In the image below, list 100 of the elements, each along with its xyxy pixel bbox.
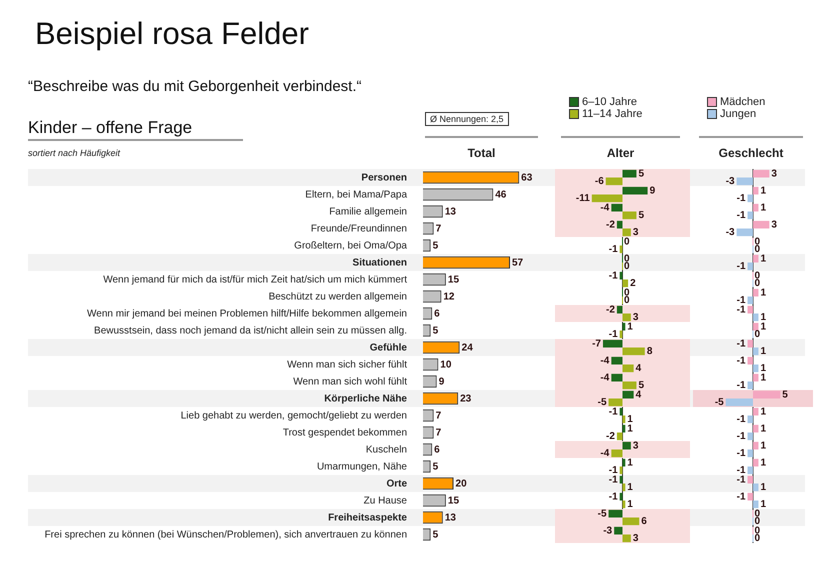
data-label: -7 <box>592 338 602 350</box>
bar <box>726 398 753 406</box>
data-label: 1 <box>627 499 634 510</box>
data-label: 1 <box>760 406 766 418</box>
data-label: 4 <box>636 363 642 374</box>
y-tick-label: Umarmungen, Nähe <box>316 461 408 472</box>
data-label: 1 <box>760 372 766 384</box>
y-tick-label: Eltern, bei Mama/Papa <box>305 189 408 200</box>
data-label: 0 <box>624 261 630 272</box>
data-label: 0 <box>624 295 630 306</box>
data-label: 3 <box>632 312 639 324</box>
x-axis-title: Geschlecht <box>718 146 784 160</box>
data-label: 5 <box>432 529 439 540</box>
bar <box>620 492 622 500</box>
bar <box>622 484 626 492</box>
y-tick-label: Wenn man sich wohl fühlt <box>293 376 408 388</box>
data-label: 24 <box>462 342 474 354</box>
bar <box>748 296 753 304</box>
data-label: 5 <box>638 210 644 222</box>
data-label: 0 <box>754 278 760 290</box>
data-label: -3 <box>603 525 613 536</box>
bar <box>753 408 758 416</box>
y-tick-label: Lieb gehabt zu werden, gemocht/geliebt zu werden <box>180 410 407 422</box>
data-label: 5 <box>638 168 644 180</box>
bar <box>753 170 770 178</box>
bar <box>611 356 622 364</box>
bar <box>622 212 636 220</box>
y-tick-label: Orte <box>386 478 408 490</box>
y-tick-label: Freiheitsaspekte <box>328 512 408 524</box>
data-label: 6 <box>434 308 440 320</box>
data-label: -1 <box>608 474 618 486</box>
data-label: -2 <box>606 219 616 230</box>
data-label: -2 <box>606 304 616 316</box>
data-label: -1 <box>736 465 746 476</box>
data-label: 1 <box>760 457 766 468</box>
data-label: 5 <box>432 461 439 472</box>
y-tick-label: Körperliche Nähe <box>324 393 408 404</box>
data-label: -5 <box>598 397 607 408</box>
y-tick-label: Trost gespendet bekommen <box>282 427 407 438</box>
y-tick-label: Gefühle <box>370 342 408 354</box>
bar <box>622 322 626 330</box>
data-label: 1 <box>760 202 766 214</box>
bar <box>753 442 758 450</box>
legend-label: 6–10 Jahre <box>582 96 638 108</box>
bar <box>748 476 753 484</box>
y-tick-label: Familie allgemein <box>329 206 407 218</box>
data-label: 5 <box>432 240 439 252</box>
data-label: -1 <box>736 355 746 366</box>
bar <box>622 500 626 508</box>
data-label: 23 <box>460 393 472 404</box>
bar <box>622 458 626 466</box>
bar <box>602 340 622 348</box>
bar <box>606 178 622 186</box>
data-label: 0 <box>754 244 760 256</box>
bar <box>620 466 622 474</box>
text: Ø Nennungen: 2,5 <box>425 112 509 126</box>
bar <box>611 204 622 212</box>
bar <box>753 424 758 432</box>
data-label: -1 <box>608 465 618 476</box>
y-tick-label: Frei sprechen zu können (bei Wünschen/Problemen), sich anvertrauen zu können <box>44 529 407 540</box>
x-axis-title: Alter <box>606 146 636 160</box>
y-tick-label: Kuscheln <box>366 444 407 456</box>
bar <box>748 466 753 474</box>
data-label: 1 <box>627 482 634 494</box>
data-label: 5 <box>638 380 644 392</box>
bar <box>753 186 758 194</box>
data-label: -2 <box>606 431 616 442</box>
data-label: -1 <box>608 329 618 340</box>
data-label: 1 <box>760 499 766 510</box>
bar <box>753 458 758 466</box>
bar <box>753 484 758 492</box>
bar <box>748 382 753 390</box>
data-label: 4 <box>636 389 642 400</box>
data-label: -1 <box>736 491 746 502</box>
bar <box>614 526 622 534</box>
bar <box>620 408 622 416</box>
bar <box>736 228 753 236</box>
bar <box>616 432 622 440</box>
data-label: 9 <box>438 376 445 388</box>
data-label: 5 <box>782 389 788 400</box>
bar <box>753 204 758 212</box>
bar <box>622 348 645 356</box>
y-tick-label: Bewusstsein, dass noch jemand da ist/nicht allein sein zu müssen allg. <box>94 325 407 336</box>
bar <box>620 330 622 338</box>
data-label: 13 <box>444 512 456 524</box>
bar <box>748 306 753 314</box>
data-label: 1 <box>760 440 766 452</box>
data-label: 9 <box>650 185 656 196</box>
data-label: 15 <box>448 274 460 286</box>
y-tick-label: Großeltern, bei Oma/Opa <box>294 240 408 252</box>
bar <box>622 314 631 322</box>
bar <box>748 450 753 458</box>
data-label: 0 <box>754 329 760 340</box>
data-label: 1 <box>627 423 634 434</box>
data-label: 20 <box>456 478 468 490</box>
data-label: -4 <box>600 448 610 460</box>
data-label: -11 <box>576 193 590 204</box>
data-label: -1 <box>736 431 746 442</box>
bar <box>753 288 758 296</box>
data-label: 3 <box>632 533 639 544</box>
